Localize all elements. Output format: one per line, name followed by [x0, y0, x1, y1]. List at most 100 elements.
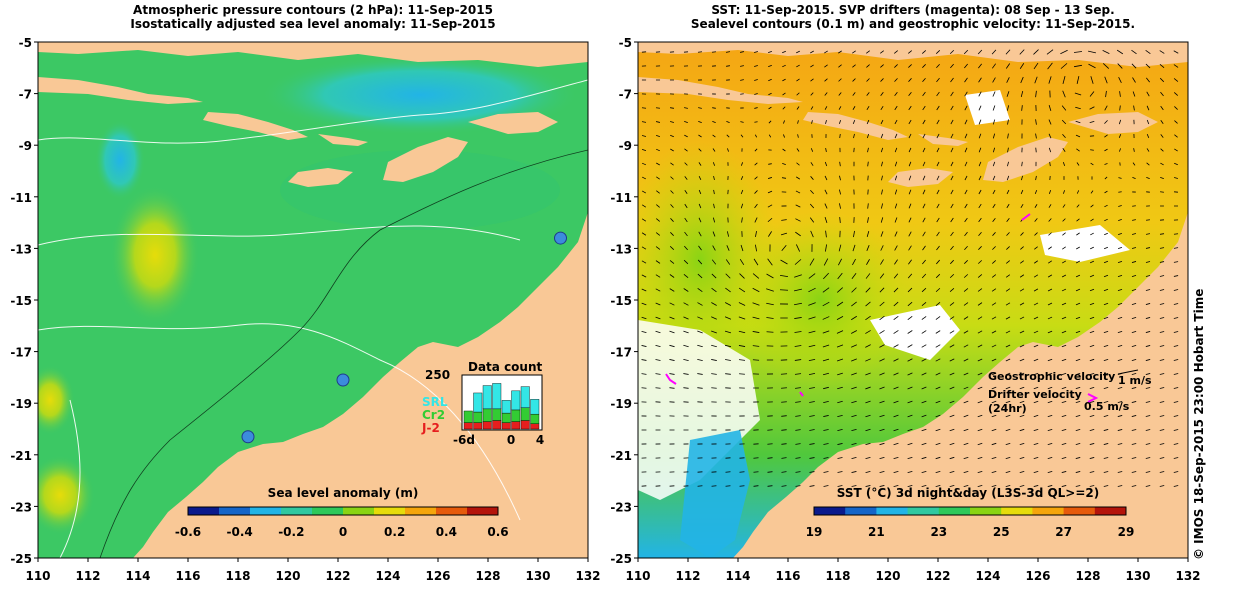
velocity-arrow [865, 301, 871, 307]
right-title-line1: SST: 11-Sep-2015. SVP drifters (magenta)… [711, 3, 1115, 17]
velocity-arrow [823, 443, 829, 445]
velocity-arrow [1131, 443, 1137, 445]
velocity-arrow [670, 134, 674, 138]
velocity-arrow [1174, 177, 1178, 179]
velocity-arrow [1075, 302, 1081, 306]
velocity-arrow [865, 273, 871, 279]
velocity-arrow [921, 372, 927, 376]
velocity-arrow [1118, 191, 1122, 193]
velocity-arrow [880, 231, 884, 237]
velocity-arrow [823, 258, 829, 266]
velocity-arrow [921, 287, 927, 293]
velocity-arrow [935, 358, 941, 362]
velocity-arrow [1075, 372, 1081, 376]
velocity-arrow [823, 386, 829, 390]
inset-bar-segment [482, 385, 492, 410]
velocity-arrow [1131, 387, 1137, 389]
velocity-arrow [1145, 443, 1151, 445]
colorbar-tick-label: 25 [993, 525, 1010, 539]
velocity-arrow [809, 415, 815, 417]
velocity-arrow [880, 92, 884, 96]
lat-tick-label: -7 [19, 88, 32, 102]
velocity-arrow [1035, 133, 1037, 139]
velocity-arrow [936, 175, 940, 181]
velocity-arrow [908, 203, 912, 209]
velocity-arrow [808, 373, 816, 375]
velocity-arrow [1005, 49, 1011, 55]
velocity-arrow [782, 163, 786, 165]
velocity-arrow [1145, 303, 1151, 305]
inset-bar-segment [463, 410, 473, 423]
velocity-arrow [893, 301, 899, 307]
lon-tick-label: 130 [525, 569, 550, 583]
lon-tick-label: 112 [675, 569, 700, 583]
velocity-arrow [641, 373, 647, 375]
velocity-arrow [683, 344, 689, 348]
velocity-arrow [1089, 106, 1095, 110]
velocity-arrow [907, 287, 913, 293]
drifter-velocity-value: 0.5 m/s [1084, 400, 1130, 413]
velocity-arrow [1062, 190, 1066, 194]
velocity-arrow [908, 133, 912, 139]
velocity-arrow [879, 273, 885, 279]
velocity-arrow [1035, 119, 1037, 125]
velocity-arrow [794, 345, 802, 347]
velocity-arrow [713, 189, 715, 195]
velocity-arrow [922, 259, 926, 265]
velocity-arrow [1019, 414, 1025, 418]
velocity-arrow [825, 120, 827, 124]
velocity-arrow [851, 428, 857, 432]
velocity-arrow [963, 456, 969, 460]
velocity-arrow [1048, 104, 1052, 112]
velocity-arrow [922, 77, 926, 83]
lon-tick-label: 132 [575, 569, 600, 583]
velocity-arrow [963, 428, 969, 432]
velocity-arrow [963, 330, 969, 334]
velocity-arrow [1103, 387, 1109, 389]
lon-tick-label: 126 [425, 569, 450, 583]
velocity-arrow [754, 65, 758, 67]
velocity-arrow [711, 344, 717, 348]
velocity-arrow [1061, 105, 1067, 111]
velocity-arrow [670, 162, 674, 166]
lon-tick-label: 112 [75, 569, 100, 583]
lon-tick-label: 128 [475, 569, 500, 583]
velocity-arrow [865, 372, 871, 376]
velocity-arrow [950, 91, 954, 97]
velocity-arrow [753, 258, 759, 266]
velocity-arrow [724, 344, 732, 348]
velocity-arrow [977, 485, 983, 487]
velocity-arrow [1174, 148, 1178, 152]
velocity-arrow [824, 203, 828, 209]
velocity-arrow [1089, 485, 1095, 487]
velocity-arrow [991, 386, 997, 390]
velocity-arrow [935, 470, 941, 474]
velocity-arrow [740, 176, 744, 180]
velocity-arrow [894, 161, 898, 167]
velocity-arrow [1088, 50, 1096, 54]
velocity-arrow [697, 344, 703, 348]
velocity-arrow [1047, 471, 1053, 473]
velocity-arrow [1103, 288, 1109, 292]
inset-x-tick-label: -6d [453, 433, 475, 447]
velocity-arrow [1074, 92, 1082, 96]
velocity-arrow [949, 358, 955, 362]
velocity-arrow [908, 217, 912, 223]
velocity-arrow [752, 345, 760, 347]
velocity-arrow [908, 91, 912, 97]
left-bathymetry [99, 149, 588, 558]
velocity-arrow [907, 330, 913, 334]
lat-tick-label: -23 [10, 500, 32, 514]
lat-tick-label: -17 [10, 346, 32, 360]
velocity-arrow [1089, 330, 1095, 334]
velocity-arrow [1019, 386, 1025, 390]
velocity-arrow [992, 105, 996, 111]
velocity-arrow [992, 246, 996, 250]
velocity-arrow [1006, 77, 1010, 83]
velocity-arrow [726, 65, 730, 67]
velocity-arrow [852, 106, 856, 110]
velocity-arrow [839, 189, 841, 195]
velocity-arrow [1159, 373, 1165, 375]
velocity-arrow [1089, 372, 1095, 376]
velocity-arrow [837, 372, 843, 376]
